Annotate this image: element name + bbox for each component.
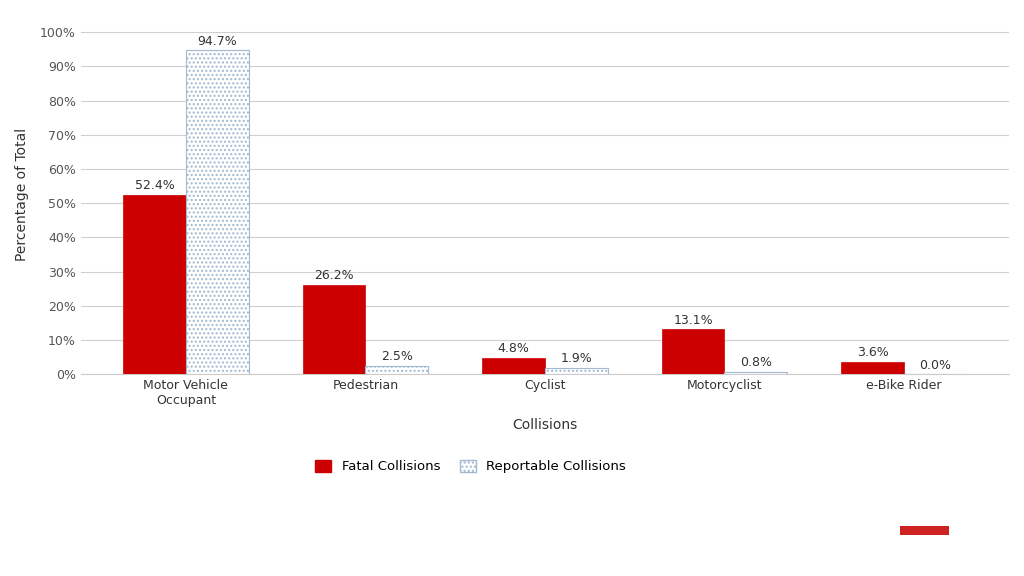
Bar bbox=[302, 285, 366, 374]
Text: 4.8%: 4.8% bbox=[498, 342, 529, 355]
Y-axis label: Percentage of Total: Percentage of Total bbox=[15, 128, 29, 261]
Text: 2.5%: 2.5% bbox=[381, 350, 413, 363]
Text: 3.6%: 3.6% bbox=[857, 346, 889, 359]
Bar bbox=[123, 195, 186, 374]
Text: 0.8%: 0.8% bbox=[740, 356, 772, 369]
Bar bbox=[366, 366, 428, 374]
Bar bbox=[724, 372, 787, 374]
Text: 13.1%: 13.1% bbox=[673, 314, 713, 327]
Bar bbox=[662, 329, 724, 374]
Bar bbox=[186, 50, 249, 374]
Bar bbox=[899, 526, 948, 535]
Bar bbox=[482, 358, 545, 374]
Legend: Fatal Collisions, Reportable Collisions: Fatal Collisions, Reportable Collisions bbox=[315, 460, 626, 473]
Text: 1.9%: 1.9% bbox=[560, 352, 592, 365]
Text: 52.4%: 52.4% bbox=[134, 179, 174, 192]
Bar bbox=[841, 362, 904, 374]
Text: 94.7%: 94.7% bbox=[198, 35, 238, 47]
Text: 26.2%: 26.2% bbox=[314, 269, 354, 282]
Bar bbox=[545, 368, 608, 374]
Text: 0.0%: 0.0% bbox=[920, 358, 951, 372]
X-axis label: Collisions: Collisions bbox=[512, 418, 578, 432]
Text: B: B bbox=[912, 488, 936, 515]
